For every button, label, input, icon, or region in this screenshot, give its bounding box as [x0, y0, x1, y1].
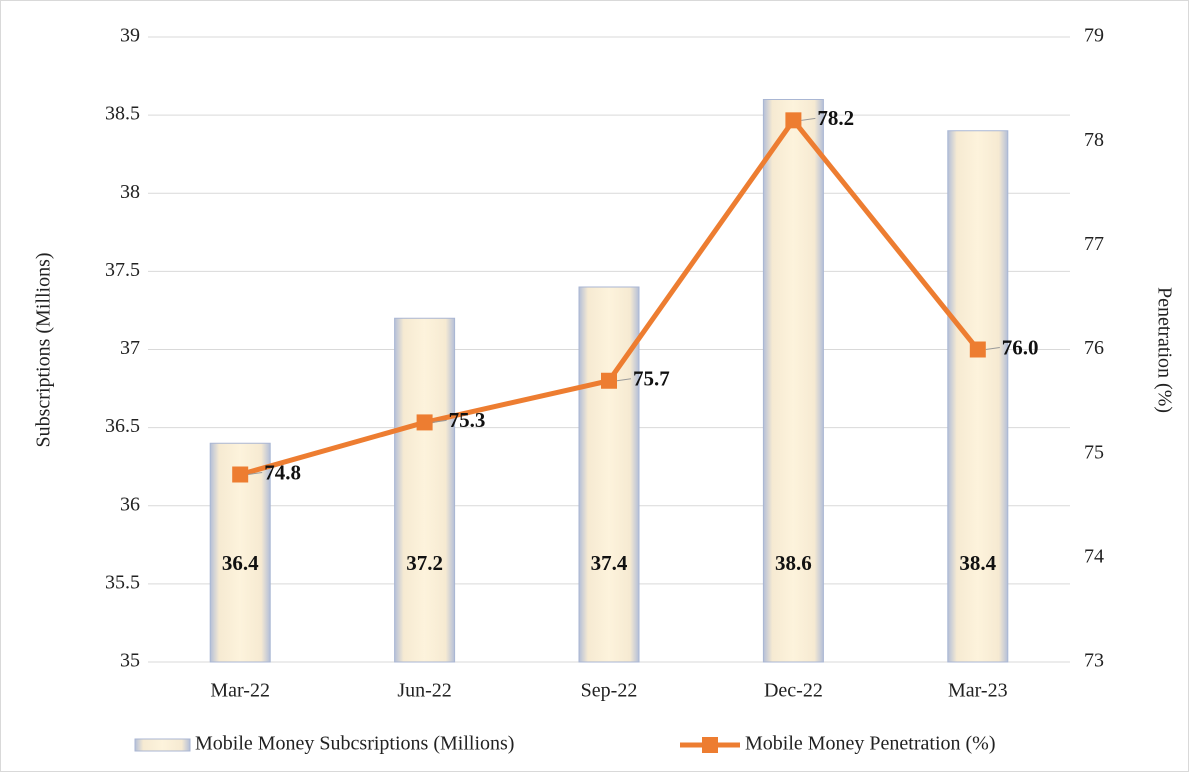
- marker: [969, 341, 986, 358]
- bar: [762, 99, 824, 663]
- y2-tick-label: 75: [1084, 441, 1104, 463]
- line-value-label: 76.0: [1002, 335, 1039, 359]
- marker: [785, 112, 802, 129]
- legend-swatch: [134, 738, 191, 752]
- marker: [232, 466, 249, 483]
- y-tick-label: 36: [120, 493, 140, 515]
- bar-value-label: 38.4: [959, 551, 996, 575]
- y-tick-label: 38: [120, 181, 140, 203]
- y-tick-label: 36.5: [105, 415, 140, 437]
- bar-value-label: 37.4: [591, 551, 628, 575]
- y2-tick-label: 79: [1084, 25, 1104, 47]
- marker: [416, 414, 433, 431]
- leader-line: [432, 419, 447, 423]
- marker: [601, 372, 617, 389]
- bar-value-label: 38.6: [775, 551, 812, 575]
- x-tick-label: Sep-22: [581, 680, 638, 702]
- bar: [394, 317, 456, 663]
- y-axis-title: Subscriptions (Millions): [33, 252, 55, 447]
- bar-value-label: 37.2: [406, 551, 443, 575]
- y2-tick-label: 73: [1084, 650, 1104, 672]
- legend-marker: [702, 737, 718, 753]
- leader-line: [985, 347, 1000, 350]
- leader-line: [801, 117, 816, 121]
- leader-line: [616, 378, 632, 382]
- x-tick-label: Mar-22: [210, 680, 270, 702]
- leader-line: [248, 472, 263, 475]
- y-tick-label: 35.5: [105, 571, 140, 593]
- y2-tick-label: 74: [1084, 545, 1104, 567]
- legend-label: Mobile Money Subcsriptions (Millions): [195, 733, 514, 755]
- legend-label: Mobile Money Penetration (%): [745, 733, 996, 755]
- y2-tick-label: 78: [1084, 129, 1104, 151]
- y-tick-label: 35: [120, 650, 140, 672]
- x-tick-label: Dec-22: [764, 680, 823, 702]
- x-tick-label: Mar-23: [948, 680, 1008, 702]
- y2-tick-label: 77: [1084, 233, 1104, 255]
- y2-axis-title: Penetration (%): [1153, 287, 1175, 413]
- bar-value-label: 36.4: [222, 551, 259, 575]
- line-value-label: 78.2: [817, 106, 854, 130]
- bar: [947, 130, 1009, 663]
- bar: [578, 286, 640, 663]
- y-tick-label: 39: [120, 25, 140, 47]
- line-value-label: 75.3: [449, 408, 486, 432]
- line-value-label: 74.8: [264, 460, 301, 484]
- x-tick-label: Jun-22: [397, 680, 451, 702]
- y2-tick-label: 76: [1084, 337, 1104, 359]
- y-tick-label: 37: [120, 337, 140, 359]
- y-tick-label: 38.5: [105, 103, 140, 125]
- line-value-label: 75.7: [633, 367, 670, 391]
- y-tick-label: 37.5: [105, 259, 140, 281]
